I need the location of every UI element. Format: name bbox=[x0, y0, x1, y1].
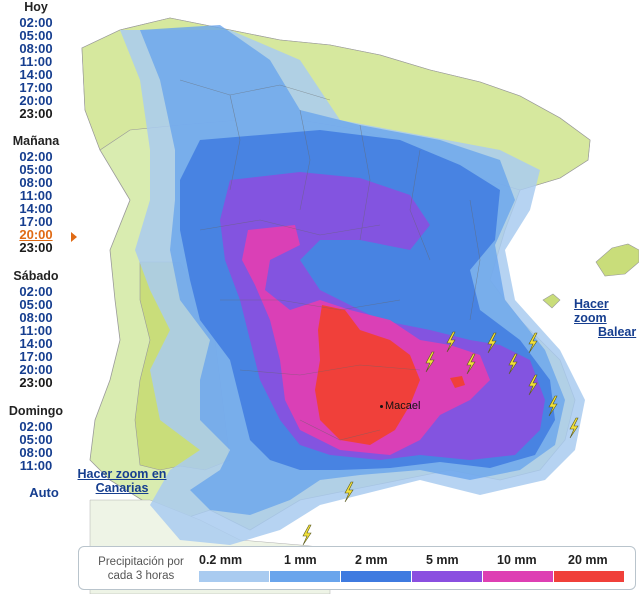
time-option-1-0[interactable]: 02:00 bbox=[19, 149, 53, 164]
legend-label-1: 1 mm bbox=[284, 553, 317, 567]
legend-swatch-2 bbox=[341, 571, 411, 582]
time-option-0-6[interactable]: 20:00 bbox=[19, 93, 53, 108]
day-label-3: Domingo bbox=[8, 404, 64, 418]
time-option-0-5[interactable]: 17:00 bbox=[19, 80, 53, 95]
time-option-1-7[interactable]: 23:00 bbox=[19, 240, 53, 255]
auto-button[interactable]: Auto bbox=[29, 485, 59, 500]
legend-swatch-5 bbox=[554, 571, 624, 582]
legend-title-line1: Precipitación por bbox=[98, 556, 184, 568]
legend-swatch-0 bbox=[199, 571, 269, 582]
time-option-1-1[interactable]: 05:00 bbox=[19, 162, 53, 177]
time-option-0-3[interactable]: 11:00 bbox=[19, 54, 53, 69]
lightning-bolt-icon bbox=[528, 332, 538, 354]
time-option-2-1[interactable]: 05:00 bbox=[19, 297, 53, 312]
day-label-1: Mañana bbox=[12, 134, 60, 148]
time-option-3-1[interactable]: 05:00 bbox=[19, 432, 53, 447]
lightning-bolt-icon bbox=[446, 331, 456, 353]
lightning-bolt-icon bbox=[344, 481, 354, 503]
lightning-layer bbox=[302, 331, 579, 546]
time-selector: Hoy 02:00 05:00 08:00 11:00 14:00 17:00 20:00 23… bbox=[0, 0, 72, 520]
legend-item-1: 1 mm bbox=[270, 553, 341, 583]
time-option-3-3[interactable]: 11:00 bbox=[19, 458, 53, 473]
legend-label-3: 5 mm bbox=[426, 553, 459, 567]
rain-20mm-spot bbox=[450, 376, 465, 388]
legend-item-3: 5 mm bbox=[412, 553, 483, 583]
legend-item-4: 10 mm bbox=[483, 553, 554, 583]
zoom-canarias-line2: Canarias bbox=[95, 481, 149, 495]
lightning-bolt-icon bbox=[425, 351, 435, 373]
time-option-1-2[interactable]: 08:00 bbox=[19, 175, 53, 190]
ibiza-land bbox=[542, 293, 561, 309]
lightning-bolt-icon bbox=[548, 395, 558, 417]
legend-swatch-4 bbox=[483, 571, 553, 582]
lightning-bolt-icon bbox=[466, 353, 476, 375]
time-option-2-2[interactable]: 08:00 bbox=[19, 310, 53, 325]
legend-label-5: 20 mm bbox=[568, 553, 608, 567]
zoom-canarias-line1: Hacer zoom en bbox=[77, 467, 167, 481]
legend-item-2: 2 mm bbox=[341, 553, 412, 583]
time-option-1-4[interactable]: 14:00 bbox=[19, 201, 53, 216]
precipitation-legend: Precipitación por cada 3 horas 0.2 mm 1 m… bbox=[78, 546, 636, 590]
legend-title-line2: cada 3 horas bbox=[107, 570, 175, 582]
lightning-bolt-icon bbox=[528, 374, 538, 396]
zoom-baleares-link[interactable]: Hacer zoom Balear bbox=[574, 297, 639, 339]
zoom-baleares-line2: Balear bbox=[598, 325, 637, 339]
time-option-1-6[interactable]: 20:00 bbox=[19, 227, 53, 242]
legend-label-4: 10 mm bbox=[497, 553, 537, 567]
legend-item-5: 20 mm bbox=[554, 553, 625, 583]
zoom-canarias-link[interactable]: Hacer zoom en Canarias bbox=[72, 467, 172, 495]
legend-swatch-3 bbox=[412, 571, 482, 582]
day-label-2: Sábado bbox=[13, 269, 59, 283]
time-option-0-2[interactable]: 08:00 bbox=[19, 41, 53, 56]
lightning-bolt-icon bbox=[302, 524, 312, 546]
lightning-bolt-icon bbox=[487, 332, 497, 354]
lightning-bolt-icon bbox=[508, 353, 518, 375]
time-option-0-0[interactable]: 02:00 bbox=[19, 15, 53, 30]
time-option-0-7[interactable]: 23:00 bbox=[19, 106, 53, 121]
legend-label-2: 2 mm bbox=[355, 553, 388, 567]
time-option-2-7[interactable]: 23:00 bbox=[19, 375, 53, 390]
legend-item-0: 0.2 mm bbox=[199, 553, 270, 583]
time-option-1-5[interactable]: 17:00 bbox=[19, 214, 53, 229]
time-option-1-3[interactable]: 11:00 bbox=[19, 188, 53, 203]
city-label-macael: Macael bbox=[385, 400, 421, 412]
time-option-3-0[interactable]: 02:00 bbox=[19, 419, 53, 434]
time-option-2-0[interactable]: 02:00 bbox=[19, 284, 53, 299]
legend-title: Precipitación por cada 3 horas bbox=[83, 555, 199, 583]
legend-swatch-1 bbox=[270, 571, 340, 582]
city-marker-icon bbox=[380, 405, 383, 408]
selected-time-arrow-icon bbox=[71, 232, 77, 242]
day-label-0: Hoy bbox=[24, 0, 48, 14]
legend-label-0: 0.2 mm bbox=[199, 553, 243, 567]
time-option-3-2[interactable]: 08:00 bbox=[19, 445, 53, 460]
time-option-0-4[interactable]: 14:00 bbox=[19, 67, 53, 82]
time-option-2-4[interactable]: 14:00 bbox=[19, 336, 53, 351]
time-option-2-5[interactable]: 17:00 bbox=[19, 349, 53, 364]
time-option-2-6[interactable]: 20:00 bbox=[19, 362, 53, 377]
zoom-baleares-line1: Hacer zoom bbox=[574, 297, 609, 325]
province-borders bbox=[179, 79, 481, 441]
mallorca-land bbox=[595, 243, 639, 277]
lightning-bolt-icon bbox=[569, 417, 579, 439]
time-option-0-1[interactable]: 05:00 bbox=[19, 28, 53, 43]
time-option-2-3[interactable]: 11:00 bbox=[19, 323, 53, 338]
rain-20mm bbox=[315, 305, 420, 445]
